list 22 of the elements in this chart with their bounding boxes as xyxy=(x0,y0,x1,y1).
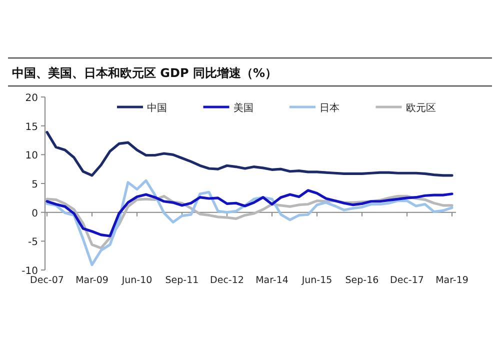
y-tick-label: 15 xyxy=(25,122,38,133)
y-tick-label: -5 xyxy=(28,237,38,248)
y-tick-label: 5 xyxy=(32,180,38,190)
chart-title: 中国、美国、日本和欧元区 GDP 同比增速（%） xyxy=(12,66,277,80)
legend-label: 日本 xyxy=(320,102,340,114)
x-tick-label: Sep-16 xyxy=(345,275,379,286)
x-tick-label: Mar-14 xyxy=(256,275,288,286)
legend-label: 中国 xyxy=(147,102,167,114)
x-tick-label: Mar-19 xyxy=(436,275,468,286)
y-tick-label: 10 xyxy=(25,150,38,162)
legend-label: 欧元区 xyxy=(406,103,436,114)
x-tick-label: Dec-07 xyxy=(30,275,64,286)
y-tick-label: 20 xyxy=(25,93,38,104)
x-tick-label: Dec-12 xyxy=(210,275,244,286)
y-tick-label: -10 xyxy=(22,266,38,277)
x-tick-label: Jun-10 xyxy=(120,275,152,286)
x-tick-label: Mar-09 xyxy=(76,275,108,286)
x-tick-label: Sep-11 xyxy=(165,275,199,286)
y-tick-label: 0 xyxy=(32,208,38,220)
x-tick-label: Jun-15 xyxy=(300,275,332,286)
legend-label: 美国 xyxy=(233,102,254,114)
x-tick-label: Dec-17 xyxy=(390,275,424,286)
